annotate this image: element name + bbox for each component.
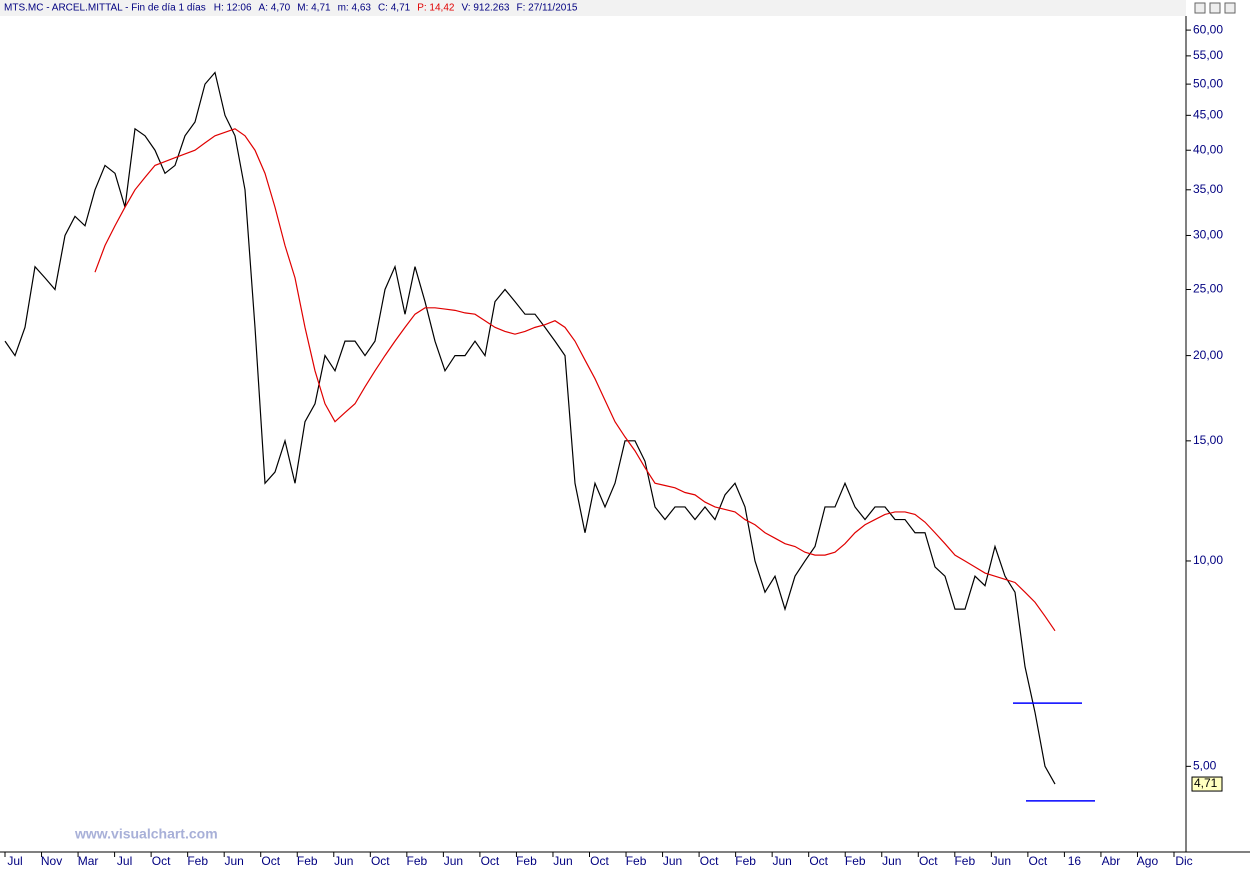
x-tick-label: Oct xyxy=(590,854,609,868)
y-tick-label: 45,00 xyxy=(1193,108,1223,122)
y-tick-label: 15,00 xyxy=(1193,433,1223,447)
x-tick-label: Nov xyxy=(41,854,62,868)
x-tick-label: Jun xyxy=(882,854,901,868)
y-tick-label: 35,00 xyxy=(1193,182,1223,196)
x-tick-label: Dic xyxy=(1175,854,1192,868)
header-field: m: 4,63 xyxy=(338,3,372,14)
x-tick-label: Jul xyxy=(7,854,22,868)
x-tick-label: Feb xyxy=(516,854,537,868)
x-tick-label: Mar xyxy=(78,854,99,868)
y-tick-label: 30,00 xyxy=(1193,228,1223,242)
x-tick-label: Oct xyxy=(481,854,500,868)
y-tick-label: 50,00 xyxy=(1193,76,1223,90)
last-price-label: 4,71 xyxy=(1194,776,1218,790)
watermark: www.visualchart.com xyxy=(74,826,218,842)
x-tick-label: Oct xyxy=(700,854,719,868)
x-tick-label: Jun xyxy=(553,854,572,868)
x-tick-label: 16 xyxy=(1068,854,1082,868)
x-tick-label: Oct xyxy=(1029,854,1048,868)
x-tick-label: Jun xyxy=(334,854,353,868)
x-tick-label: Oct xyxy=(809,854,828,868)
x-tick-label: Jul xyxy=(117,854,132,868)
header-field: V: 912.263 xyxy=(461,3,509,14)
x-tick-label: Oct xyxy=(371,854,390,868)
minimize-button[interactable] xyxy=(1194,2,1206,14)
price-line xyxy=(4,71,1056,785)
x-tick-label: Feb xyxy=(626,854,647,868)
x-tick-label: Feb xyxy=(735,854,756,868)
y-tick-label: 40,00 xyxy=(1193,142,1223,156)
window-buttons xyxy=(1194,2,1236,14)
x-tick-label: Feb xyxy=(954,854,975,868)
x-tick-label: Feb xyxy=(407,854,428,868)
header-field: H: 12:06 xyxy=(214,3,252,14)
x-tick-label: Jun xyxy=(225,854,244,868)
x-tick-label: Jun xyxy=(772,854,791,868)
x-tick-label: Jun xyxy=(663,854,682,868)
x-tick-label: Oct xyxy=(919,854,938,868)
y-tick-label: 20,00 xyxy=(1193,348,1223,362)
header-field: C: 4,71 xyxy=(378,3,411,14)
y-tick-label: 55,00 xyxy=(1193,48,1223,62)
last-price-box xyxy=(1191,776,1223,792)
x-tick-label: Abr xyxy=(1102,854,1121,868)
header-title: MTS.MC - ARCEL.MITTAL - Fin de día 1 día… xyxy=(4,3,206,14)
header-field: M: 4,71 xyxy=(297,3,331,14)
header-field: F: 27/11/2015 xyxy=(516,3,577,14)
x-tick-label: Oct xyxy=(261,854,280,868)
x-tick-label: Feb xyxy=(297,854,318,868)
x-tick-label: Feb xyxy=(187,854,208,868)
y-tick-label: 60,00 xyxy=(1193,22,1223,36)
y-tick-label: 5,00 xyxy=(1193,759,1217,773)
x-tick-label: Oct xyxy=(152,854,171,868)
maximize-button[interactable] xyxy=(1209,2,1221,14)
header-field: A: 4,70 xyxy=(259,3,291,14)
x-tick-label: Jun xyxy=(444,854,463,868)
x-tick-label: Ago xyxy=(1137,854,1159,868)
x-tick-label: Jun xyxy=(992,854,1011,868)
price-line xyxy=(94,128,1056,632)
y-tick-label: 10,00 xyxy=(1193,553,1223,567)
header-field: P: 14,42 xyxy=(417,3,455,14)
header-bar xyxy=(0,0,1186,16)
y-tick-label: 25,00 xyxy=(1193,282,1223,296)
x-tick-label: Feb xyxy=(845,854,866,868)
close-button[interactable] xyxy=(1224,2,1236,14)
